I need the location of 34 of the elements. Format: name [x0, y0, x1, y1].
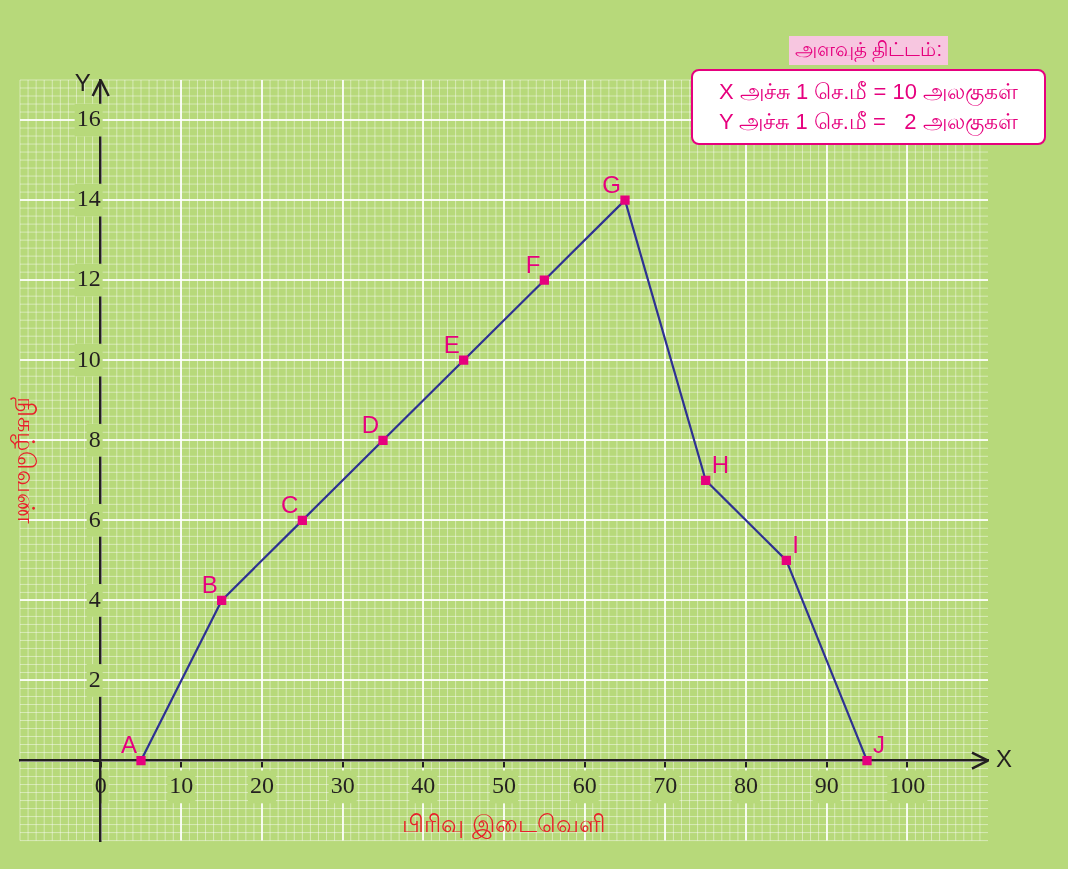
x-tick-label: 20: [250, 772, 274, 799]
text: அளவுத் திட்டம்:: [788, 36, 949, 65]
x-tick-label: 10: [169, 772, 194, 799]
annotation: D: [361, 410, 379, 438]
annotation: J: [873, 731, 885, 759]
x-tick-label: 90: [814, 772, 839, 799]
y-axis-title: நிகழ்வெண்: [10, 396, 41, 524]
y-tick-label: 2: [88, 665, 101, 692]
x-tick-label: 70: [653, 772, 678, 799]
y-tick-label: 16: [76, 105, 101, 132]
y-tick-label: 4: [88, 585, 101, 612]
annotation: F: [525, 250, 541, 278]
x-tick-label: 80: [734, 772, 758, 799]
y-tick-label: 6: [88, 505, 101, 532]
y-tick-label: 14: [76, 185, 101, 212]
x-tick-label: 100: [889, 772, 926, 799]
y-tick-label: 10: [76, 345, 101, 372]
x-tick-label: 50: [492, 772, 516, 799]
annotation: Y அச்சு 1 செ.மீ = 2 அலகுகள்: [718, 109, 1018, 134]
text: X: [996, 745, 1013, 773]
y-tick-label: 12: [76, 265, 101, 292]
x-tick-label: 60: [572, 772, 597, 799]
y-tick-label: 8: [88, 425, 101, 452]
annotation: A: [120, 731, 137, 759]
annotation: B: [201, 571, 218, 599]
annotation: C: [280, 490, 299, 518]
annotation: E: [443, 330, 460, 358]
annotation: H: [711, 450, 730, 478]
annotation: Y: [74, 68, 91, 96]
annotation: G: [602, 170, 621, 198]
annotation: I: [792, 531, 800, 558]
annotation: X அச்சு 1 செ.மீ = 10 அலகுகள்: [718, 79, 1018, 104]
x-tick-label: 30: [330, 772, 355, 799]
x-tick-label: 40: [411, 772, 436, 799]
